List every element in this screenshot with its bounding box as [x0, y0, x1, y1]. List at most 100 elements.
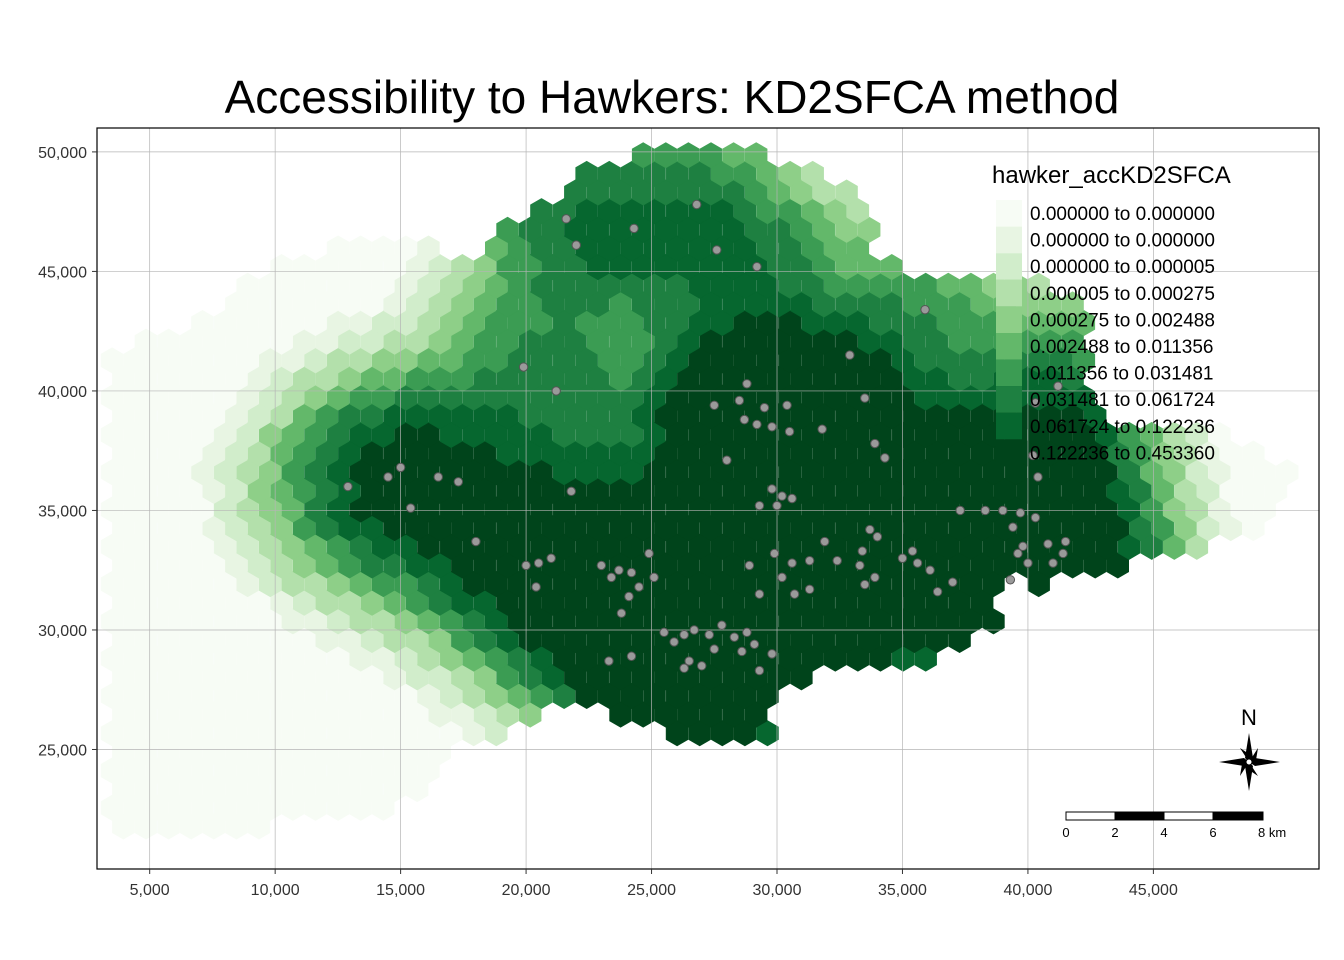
hex-cell: [259, 645, 282, 672]
legend-swatch: [996, 279, 1022, 307]
hex-cell: [552, 496, 576, 523]
hex-cell: [485, 384, 508, 411]
hex-cell: [631, 142, 655, 169]
scale-bar-label-0: 0: [1062, 825, 1069, 840]
hex-cell: [428, 552, 451, 579]
scale-bar-label-2: 2: [1111, 825, 1118, 840]
hex-cell: [835, 216, 858, 243]
hex-cell: [315, 365, 338, 393]
scale-bar: 0 2 4 6 8 km: [1062, 811, 1286, 840]
hawker-point: [518, 362, 529, 372]
hex-cell: [982, 608, 1005, 635]
hex-cell: [722, 328, 745, 355]
legend-swatch: [996, 439, 1022, 466]
hex-cell: [609, 440, 632, 467]
hawker-point: [1018, 541, 1028, 552]
hawker-point: [754, 500, 765, 511]
hex-cell: [281, 496, 305, 523]
hawker-point: [767, 422, 777, 432]
hawker-point: [471, 536, 481, 547]
hex-cell: [315, 291, 338, 318]
hawker-point: [749, 639, 760, 650]
hawker-point: [980, 505, 990, 516]
hex-cell: [451, 291, 474, 318]
hawker-point: [521, 560, 531, 571]
hex-cell: [1072, 310, 1096, 337]
hawker-point: [804, 584, 815, 595]
hawker-point: [626, 567, 637, 578]
legend-swatch: [996, 386, 1022, 413]
hawker-point: [782, 400, 792, 410]
hawker-point: [737, 646, 747, 657]
legend-swatch: [996, 306, 1022, 333]
hawker-point: [998, 505, 1008, 516]
hawker-point: [767, 649, 777, 659]
hex-cell: [552, 682, 576, 709]
hawker-point: [566, 486, 576, 497]
hex-cell: [891, 384, 915, 411]
hex-cell: [259, 272, 282, 299]
hawker-point: [897, 553, 908, 563]
hawker-point: [870, 438, 880, 449]
hex-cell: [451, 664, 474, 691]
hex-cell: [281, 384, 305, 411]
hex-cell: [338, 365, 361, 393]
hawker-centres-layer: [343, 199, 1071, 676]
hex-cell: [259, 384, 282, 411]
hex-cell: [259, 421, 282, 448]
hex-cell: [609, 515, 632, 542]
hex-cell: [778, 459, 802, 486]
hawker-point: [752, 419, 762, 430]
hawker-point: [546, 553, 556, 563]
hex-cell: [259, 608, 282, 635]
hex-cell: [451, 403, 474, 430]
hex-cell: [778, 347, 802, 374]
hawker-point: [704, 630, 714, 640]
hawker-point: [804, 555, 815, 566]
hawker-point: [1013, 548, 1023, 559]
hawker-point: [634, 582, 644, 592]
hex-cell: [552, 459, 576, 486]
hex-cell: [338, 291, 361, 318]
hawker-point: [819, 536, 830, 547]
hawker-point: [742, 627, 752, 638]
hex-cell: [270, 254, 293, 281]
hex-cell: [1061, 291, 1084, 318]
hex-cell: [485, 347, 508, 374]
hex-cell: [259, 496, 282, 523]
hex-cell: [315, 403, 338, 430]
x-tick-label: 25,000: [627, 882, 676, 899]
hawker-point: [692, 199, 702, 210]
hawker-point: [405, 503, 416, 513]
hex-cell: [259, 682, 282, 709]
hex-cell: [722, 291, 745, 318]
y-tick-label: 50,000: [38, 145, 87, 162]
hex-cell: [835, 403, 858, 430]
hex-cell: [281, 421, 305, 448]
hex-cell: [315, 477, 338, 504]
x-tick-label: 45,000: [1129, 882, 1178, 899]
hawker-point: [571, 240, 581, 250]
hex-cell: [372, 571, 395, 598]
hex-cell: [778, 160, 802, 187]
hex-cell: [349, 235, 372, 262]
legend-swatch: [996, 359, 1022, 387]
hex-cell: [372, 272, 395, 299]
hawker-point: [860, 393, 870, 403]
hex-cell: [134, 328, 158, 355]
hex-cell: [756, 160, 779, 187]
hex-cell: [281, 794, 305, 821]
hex-cell: [281, 571, 305, 598]
hex-cell: [281, 310, 305, 337]
hex-cell: [1095, 421, 1118, 448]
hex-cell: [891, 421, 915, 448]
hawker-point: [739, 414, 750, 425]
hex-cell: [372, 310, 395, 337]
hawker-point: [561, 214, 571, 224]
hex-cell: [451, 589, 474, 616]
hawker-point: [551, 386, 561, 396]
hex-cell: [552, 608, 576, 635]
hawker-point: [920, 304, 930, 315]
hex-cell: [372, 533, 395, 560]
